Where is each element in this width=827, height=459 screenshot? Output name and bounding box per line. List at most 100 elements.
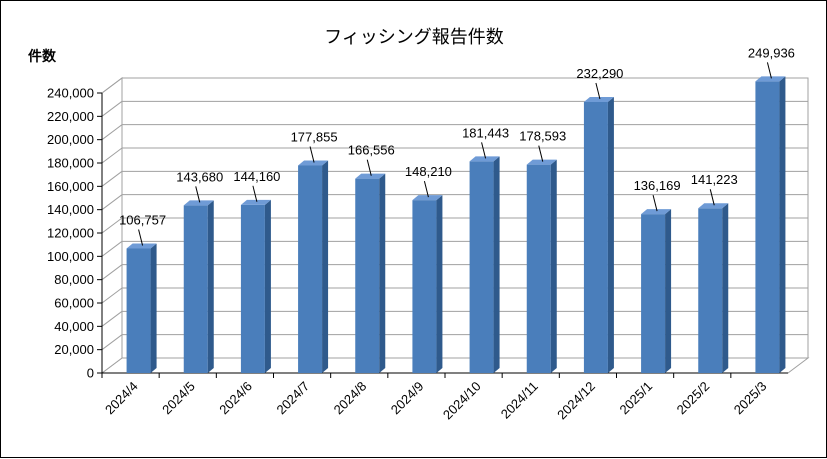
gridline-diag [101,147,123,164]
y-tick-label: 120,000 [47,226,94,241]
y-tick-label: 240,000 [47,86,94,101]
y-tick-label: 180,000 [47,156,94,171]
bar [240,204,265,373]
gridline-diag [101,77,123,94]
gridline-diag [101,124,123,141]
bar-top [183,200,214,206]
data-label: 106,757 [119,212,166,227]
gridline-diag [101,217,123,234]
gridline-diag [101,240,123,257]
data-label: 178,593 [519,129,566,144]
bar-side [550,159,557,373]
bar-top [755,76,786,82]
x-tick-labels: 2024/4 2024/5 2024/6 2024/7 2024/8 2024/9 2024… [101,373,770,423]
gridline-diag [101,264,123,281]
x-tick-label: 2024/4 [102,379,141,418]
y-axis-label: 件数 [28,48,57,65]
bar-side [493,156,500,373]
bar-side [379,173,386,373]
data-label: 232,290 [576,66,623,81]
bar [698,208,723,373]
data-label: 166,556 [348,143,395,158]
data-label: 249,936 [748,45,795,60]
bar-top [698,203,729,209]
data-label-leader [138,229,144,246]
bar [583,101,608,374]
bar-side [207,200,214,373]
bar [126,248,151,373]
y-tick-labels: 0 20,000 40,000 60,000 80,000 100,000 120,000 1… [47,86,94,381]
x-tick-label: 2024/8 [331,379,370,418]
data-label-leader [423,180,429,198]
x-tick-label: 2024/12 [554,379,598,423]
bar-top [469,156,500,162]
data-label-leader [538,145,544,162]
data-label-leader [595,82,601,100]
bar [526,164,551,373]
data-label: 144,160 [233,169,280,184]
gridline-diag [101,100,123,117]
bar-top [526,159,557,165]
bar-side [436,195,443,373]
y-tick-label: 60,000 [54,296,94,311]
x-tick-label: 2024/6 [216,379,255,418]
bar [298,165,323,373]
data-label-leader [709,189,715,206]
bar [641,214,666,373]
bar [355,178,380,373]
data-label-leader [309,146,315,163]
data-label: 148,210 [405,164,452,179]
data-label: 141,223 [691,172,738,187]
y-tick-label: 40,000 [54,319,94,334]
y-tick-label: 0 [87,366,94,381]
bar-top [298,160,329,166]
x-tick-label: 2024/9 [388,379,427,418]
bar-side [665,209,672,373]
bar-top [412,195,443,201]
data-label-leader [195,186,201,203]
data-label: 177,855 [291,130,338,145]
bars [126,76,786,374]
x-tick-label: 2024/10 [440,379,484,423]
bar-side [607,96,614,374]
data-label-leader [766,62,772,79]
data-label: 181,443 [462,125,509,140]
y-tick-label: 20,000 [54,342,94,357]
x-tick-label: 2025/1 [616,379,655,418]
y-tick-label: 80,000 [54,272,94,287]
gridline-diag [101,334,123,351]
x-tick-label: 2024/11 [498,379,541,422]
y-tick-label: 200,000 [47,132,94,147]
bar-side [779,76,786,374]
bar-top [240,199,271,205]
data-label-leader [252,185,258,202]
x-tick-label: 2024/7 [273,379,312,418]
bar [469,161,494,373]
y-tick-label: 140,000 [47,202,94,217]
data-label-leader [481,142,487,159]
bar [755,81,780,374]
y-tick-label: 220,000 [47,109,94,124]
x-tick-label: 2024/5 [159,379,198,418]
bar-side [322,160,329,373]
data-label: 136,169 [634,178,681,193]
bar-side [264,199,271,373]
bar [412,200,437,373]
data-labels: 106,757 143,680 144,160 177,855 166,556 148,2… [119,45,795,246]
bar-top [355,173,386,179]
data-label-leader [652,195,658,212]
gridline-diag [101,310,123,327]
chart-title: フィッシング報告件数 [324,27,504,48]
bar-side [150,243,157,373]
y-tick-label: 160,000 [47,179,94,194]
data-label-leader [366,159,372,176]
gridline-diag [101,170,123,187]
gridline-diag [101,287,123,304]
x-tick-label: 2025/3 [731,379,770,418]
bar [183,205,208,373]
bar-side [722,203,729,373]
y-tick-label: 100,000 [47,249,94,264]
bar-top [641,209,672,215]
